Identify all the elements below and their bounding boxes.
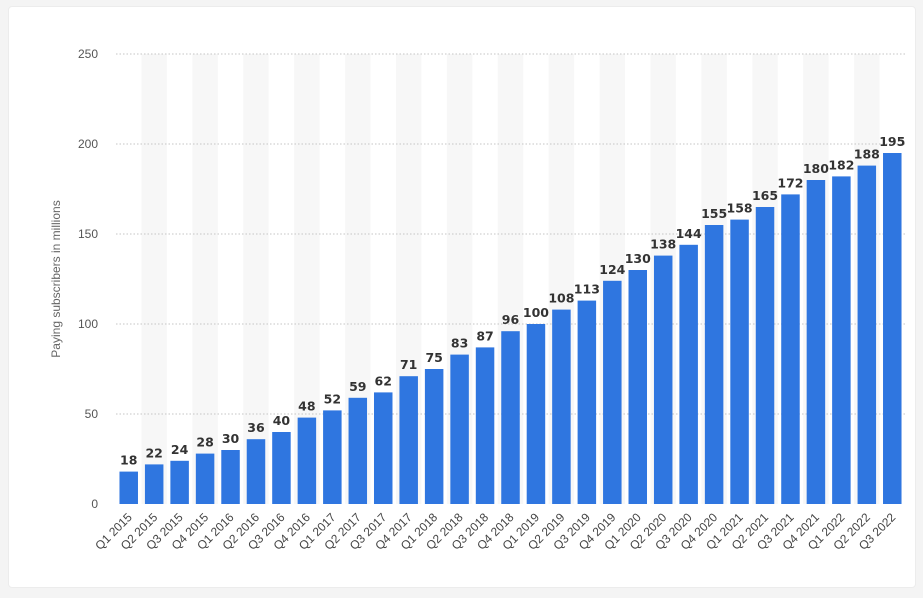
y-tick-label: 200 (78, 137, 98, 151)
data-label: 48 (298, 399, 315, 414)
bar (857, 165, 877, 504)
data-label: 124 (599, 262, 625, 277)
y-tick-label: 50 (85, 407, 99, 421)
data-label: 83 (451, 336, 468, 351)
data-label: 158 (727, 201, 753, 216)
column-band (141, 54, 167, 504)
bar (373, 392, 393, 504)
bar (195, 453, 215, 504)
y-tick-label: 0 (91, 497, 98, 511)
data-label: 180 (803, 161, 829, 176)
bar (424, 369, 444, 504)
data-label: 62 (375, 373, 392, 388)
bar (272, 432, 291, 504)
column-band (243, 54, 269, 504)
data-label: 28 (196, 435, 213, 450)
bar (323, 410, 342, 504)
y-tick-label: 150 (78, 227, 98, 241)
bars (119, 153, 902, 505)
data-label: 22 (145, 445, 162, 460)
data-label: 172 (777, 175, 803, 190)
data-label: 24 (171, 442, 189, 457)
data-label: 188 (854, 147, 880, 162)
bar (781, 194, 800, 504)
data-label: 100 (523, 305, 549, 320)
bar (806, 180, 826, 504)
data-label: 155 (701, 206, 727, 221)
data-label: 195 (879, 134, 905, 149)
bar (679, 244, 698, 505)
bar (704, 225, 724, 504)
data-label: 113 (574, 282, 600, 297)
data-label: 87 (476, 328, 493, 343)
y-tick-label: 250 (78, 47, 98, 61)
y-tick-label: 100 (78, 317, 98, 331)
bar (297, 417, 317, 504)
data-label: 36 (247, 420, 265, 435)
bar (603, 280, 622, 504)
data-label: 96 (502, 312, 520, 327)
data-label: 30 (222, 431, 240, 446)
bar (348, 397, 368, 504)
bar (883, 153, 902, 504)
data-label: 71 (400, 357, 417, 372)
bar (577, 300, 597, 504)
bar (144, 464, 164, 504)
data-label: 52 (324, 391, 341, 406)
bar (221, 450, 240, 504)
y-axis-ticks: 0 50 100 150 200 250 (78, 47, 98, 511)
data-label: 40 (273, 413, 291, 428)
bar (399, 376, 418, 504)
bar (119, 471, 138, 504)
data-label: 75 (425, 350, 442, 365)
data-labels: 18 22 24 28 30 36 40 48 52 59 62 71 75 83 87 96 10010811… (120, 134, 905, 468)
data-label: 182 (828, 157, 854, 172)
data-label: 138 (650, 237, 676, 252)
bar (628, 270, 648, 504)
data-label: 18 (120, 453, 137, 468)
bar (755, 207, 775, 504)
bar (832, 176, 851, 504)
data-label: 144 (676, 226, 702, 241)
data-label: 165 (752, 188, 778, 203)
bar (526, 324, 546, 504)
bar (246, 439, 266, 504)
column-band (192, 54, 218, 504)
bar (653, 255, 673, 504)
data-label: 108 (548, 291, 574, 306)
data-label: 59 (349, 379, 366, 394)
bar (170, 460, 189, 504)
data-label: 130 (625, 251, 651, 266)
bar (501, 331, 520, 504)
bar (450, 354, 469, 504)
bar (552, 309, 571, 504)
bar (475, 347, 495, 504)
bar (730, 219, 749, 504)
y-axis-label: Paying subscribers in millions (49, 200, 63, 357)
